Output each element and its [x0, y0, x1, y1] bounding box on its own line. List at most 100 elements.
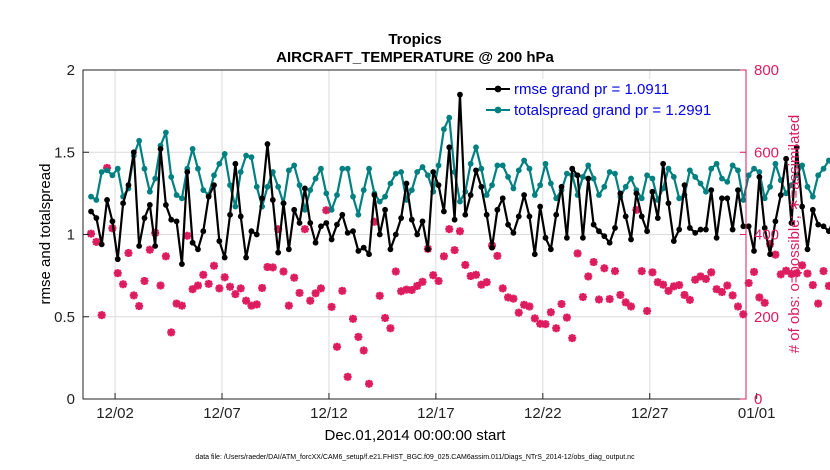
rmse-point: [312, 239, 319, 246]
obs-assimilated-marker: [306, 296, 315, 305]
totalspread-point: [141, 165, 148, 172]
x-tick-label: 12/27: [631, 405, 669, 422]
rmse-point: [622, 213, 629, 220]
rmse-point: [269, 197, 276, 203]
rmse-point: [489, 244, 495, 251]
x-tick-label: 12/17: [417, 405, 455, 422]
rmse-point: [360, 244, 367, 251]
totalspread-point: [301, 206, 308, 213]
rmse-point: [585, 175, 592, 182]
rmse-point: [654, 215, 661, 221]
legend-spread-marker: [494, 106, 502, 114]
obs-assimilated-marker: [167, 328, 176, 337]
totalspread-point: [382, 193, 388, 200]
totalspread-point: [350, 193, 356, 200]
rmse-point: [205, 193, 212, 200]
rmse-point: [719, 195, 725, 202]
obs-assimilated-marker: [375, 291, 384, 300]
rmse-point: [628, 236, 634, 243]
right-tick-label: 800: [754, 62, 779, 79]
obs-assimilated-marker: [776, 270, 785, 279]
obs-assimilated-marker: [600, 264, 609, 273]
totalspread-point: [248, 154, 255, 161]
obs-assimilated-marker: [332, 342, 341, 351]
rmse-point: [430, 169, 437, 175]
left-tick-label: 0.5: [54, 309, 75, 326]
legend: rmse grand pr = 1.0911 totalspread grand…: [480, 79, 738, 119]
obs-assimilated-marker: [589, 258, 598, 267]
totalspread-point: [173, 192, 180, 198]
totalspread-point: [419, 164, 426, 170]
rmse-point: [291, 206, 298, 213]
obs-assimilated-marker: [295, 288, 304, 297]
obs-assimilated-marker: [755, 293, 764, 302]
rmse-point: [644, 228, 650, 235]
obs-assimilated-marker: [135, 302, 144, 311]
totalspread-point: [499, 162, 506, 169]
obs-assimilated-marker: [354, 332, 363, 341]
obs-assimilated-marker: [611, 267, 619, 276]
rmse-point: [676, 226, 683, 233]
obs-assimilated-marker: [541, 320, 550, 329]
totalspread-point: [216, 160, 223, 167]
chart-title: Tropics: [388, 31, 441, 48]
right-tick-label: 600: [754, 144, 779, 161]
obs-assimilated-marker: [188, 285, 197, 294]
totalspread-point: [467, 160, 474, 167]
totalspread-point: [285, 167, 292, 174]
rmse-point: [253, 231, 260, 238]
totalspread-point: [542, 160, 549, 167]
rmse-point: [285, 246, 292, 253]
totalspread-point: [483, 192, 490, 198]
obs-assimilated-marker: [268, 263, 277, 272]
totalspread-point: [323, 190, 330, 197]
obs-assimilated-marker: [316, 284, 325, 293]
totalspread-point: [376, 198, 383, 205]
obs-assimilated-marker: [573, 249, 582, 258]
rmse-point: [211, 182, 217, 189]
obs-assimilated-marker: [220, 273, 229, 282]
rmse-point: [157, 146, 164, 152]
totalspread-point: [109, 172, 116, 179]
rmse-point: [301, 185, 308, 192]
totalspread-point: [189, 146, 196, 152]
totalspread-point: [398, 169, 405, 175]
right-tick-label: 400: [754, 227, 779, 244]
rmse-point: [114, 256, 121, 263]
rmse-point: [553, 211, 560, 218]
left-tick-label: 2: [67, 62, 75, 79]
totalspread-point: [708, 165, 715, 172]
rmse-point: [563, 234, 570, 241]
totalspread-point: [136, 137, 143, 144]
rmse-point: [275, 249, 282, 256]
obs-assimilated-marker: [461, 260, 470, 269]
totalspread-point: [494, 162, 501, 169]
rmse-point: [296, 220, 303, 226]
rmse-point: [328, 236, 335, 243]
obs-assimilated-marker: [226, 282, 235, 291]
totalspread-point: [243, 152, 249, 159]
obs-assimilated-marker: [252, 300, 261, 309]
obs-assimilated-marker: [568, 334, 577, 343]
rmse-point: [494, 206, 501, 213]
obs-assimilated-marker: [365, 379, 374, 388]
obs-assimilated-marker: [290, 273, 299, 282]
rmse-point: [173, 218, 180, 225]
obs-assimilated-marker: [418, 277, 427, 286]
rmse-point: [729, 226, 736, 233]
obs-assimilated-marker: [728, 291, 737, 300]
totalspread-point: [590, 175, 597, 182]
rmse-point: [435, 182, 442, 189]
rmse-point: [815, 221, 822, 228]
rmse-point: [146, 201, 153, 208]
rmse-point: [740, 223, 747, 230]
obs-assimilated-marker: [343, 372, 352, 381]
obs-assimilated-marker: [145, 245, 154, 254]
obs-assimilated-marker: [723, 281, 732, 290]
rmse-point: [633, 190, 640, 197]
right-axis-label: # of obs: o=possible; ∗=assimilated: [786, 115, 803, 354]
rmse-point: [756, 174, 763, 180]
obs-assimilated-marker: [113, 269, 122, 278]
rmse-point: [617, 190, 624, 197]
